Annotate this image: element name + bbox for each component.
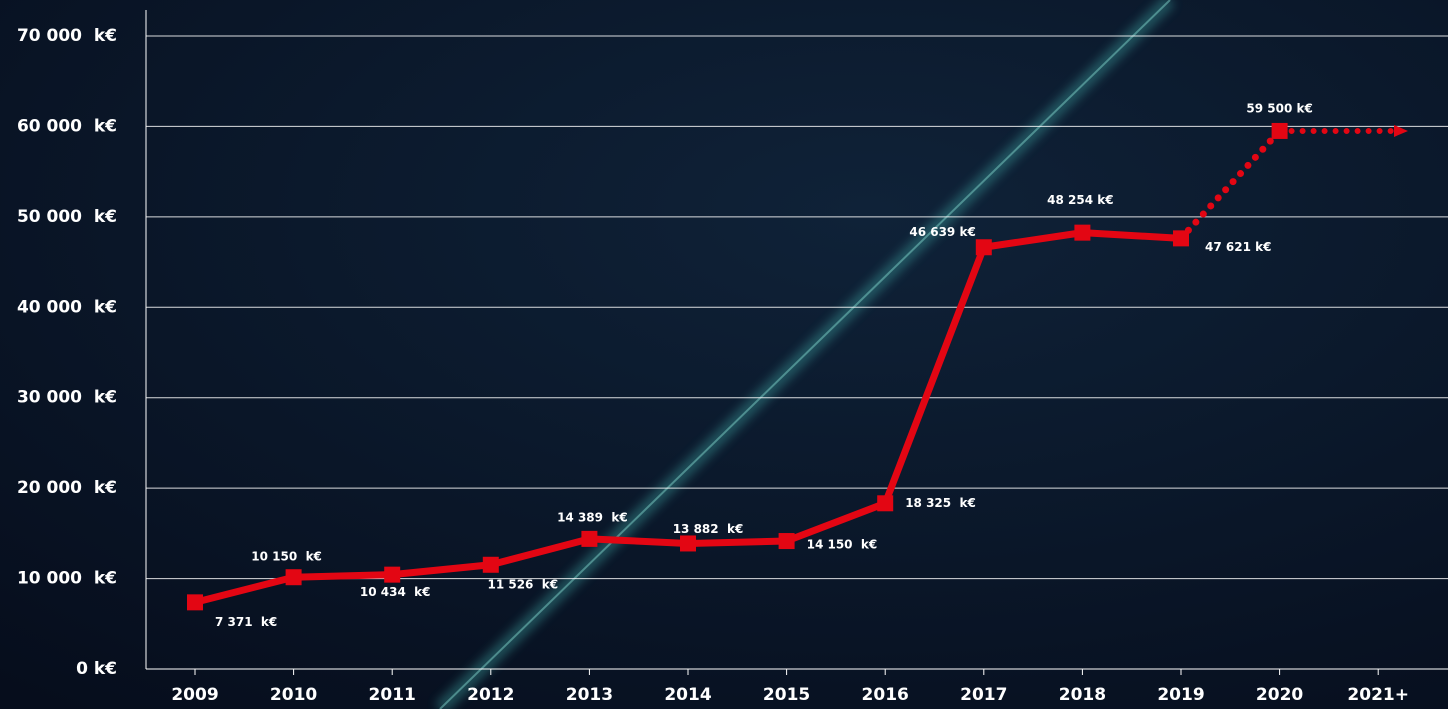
value-label: 7 371 k€	[215, 615, 277, 629]
value-label: 13 882 k€	[673, 522, 744, 536]
point-marker	[1173, 230, 1189, 247]
y-tick-label: 70 000 k€	[17, 26, 117, 46]
value-label: 11 526 k€	[487, 577, 558, 591]
point-marker	[581, 530, 598, 547]
y-tick-label: 30 000 k€	[17, 388, 117, 408]
y-tick-label: 60 000 k€	[17, 116, 117, 136]
x-tick-label: 2010	[270, 685, 317, 705]
y-tick-label: 50 000 k€	[17, 207, 117, 227]
value-label: 18 325 k€	[905, 496, 976, 510]
point-marker	[482, 556, 499, 573]
point-marker	[778, 533, 795, 550]
point-marker	[285, 569, 302, 586]
y-tick-label: 10 000 k€	[17, 569, 117, 589]
value-label: 10 434 k€	[360, 585, 431, 599]
value-label: 48 254 k€	[1047, 193, 1113, 207]
y-tick-label: 20 000 k€	[17, 478, 117, 498]
x-tick-label: 2009	[171, 685, 218, 705]
value-label: 47 621 k€	[1205, 240, 1271, 254]
light-streak	[439, 0, 1171, 709]
x-tick-label: 2013	[566, 685, 613, 705]
projection-arrowhead	[1394, 124, 1408, 137]
point-marker	[680, 535, 696, 552]
point-marker	[1074, 224, 1091, 241]
point-marker	[1271, 122, 1288, 139]
point-marker	[187, 594, 203, 611]
point-marker	[975, 239, 992, 256]
x-tick-label: 2011	[369, 685, 416, 705]
value-label: 10 150 k€	[251, 550, 322, 564]
x-tick-label: 2020	[1256, 685, 1303, 705]
point-marker	[877, 495, 894, 512]
point-marker	[384, 566, 401, 583]
x-tick-label: 2015	[763, 685, 810, 705]
x-tick-label: 2012	[467, 685, 514, 705]
x-tick-label: 2018	[1059, 685, 1106, 705]
x-tick-label: 2019	[1157, 685, 1204, 705]
y-tick-label: 0 k€	[76, 659, 117, 679]
x-tick-label: 2017	[960, 685, 1007, 705]
value-label: 59 500 k€	[1246, 101, 1312, 115]
y-tick-label: 40 000 k€	[17, 297, 117, 317]
line-projection	[1177, 127, 1284, 242]
x-tick-label: 2016	[862, 685, 909, 705]
x-tick-label: 2021+	[1347, 685, 1409, 705]
value-label: 14 389 k€	[557, 510, 628, 524]
x-tick-label: 2014	[664, 685, 711, 705]
value-label: 46 639 k€	[909, 225, 975, 239]
value-label: 14 150 k€	[807, 538, 878, 552]
